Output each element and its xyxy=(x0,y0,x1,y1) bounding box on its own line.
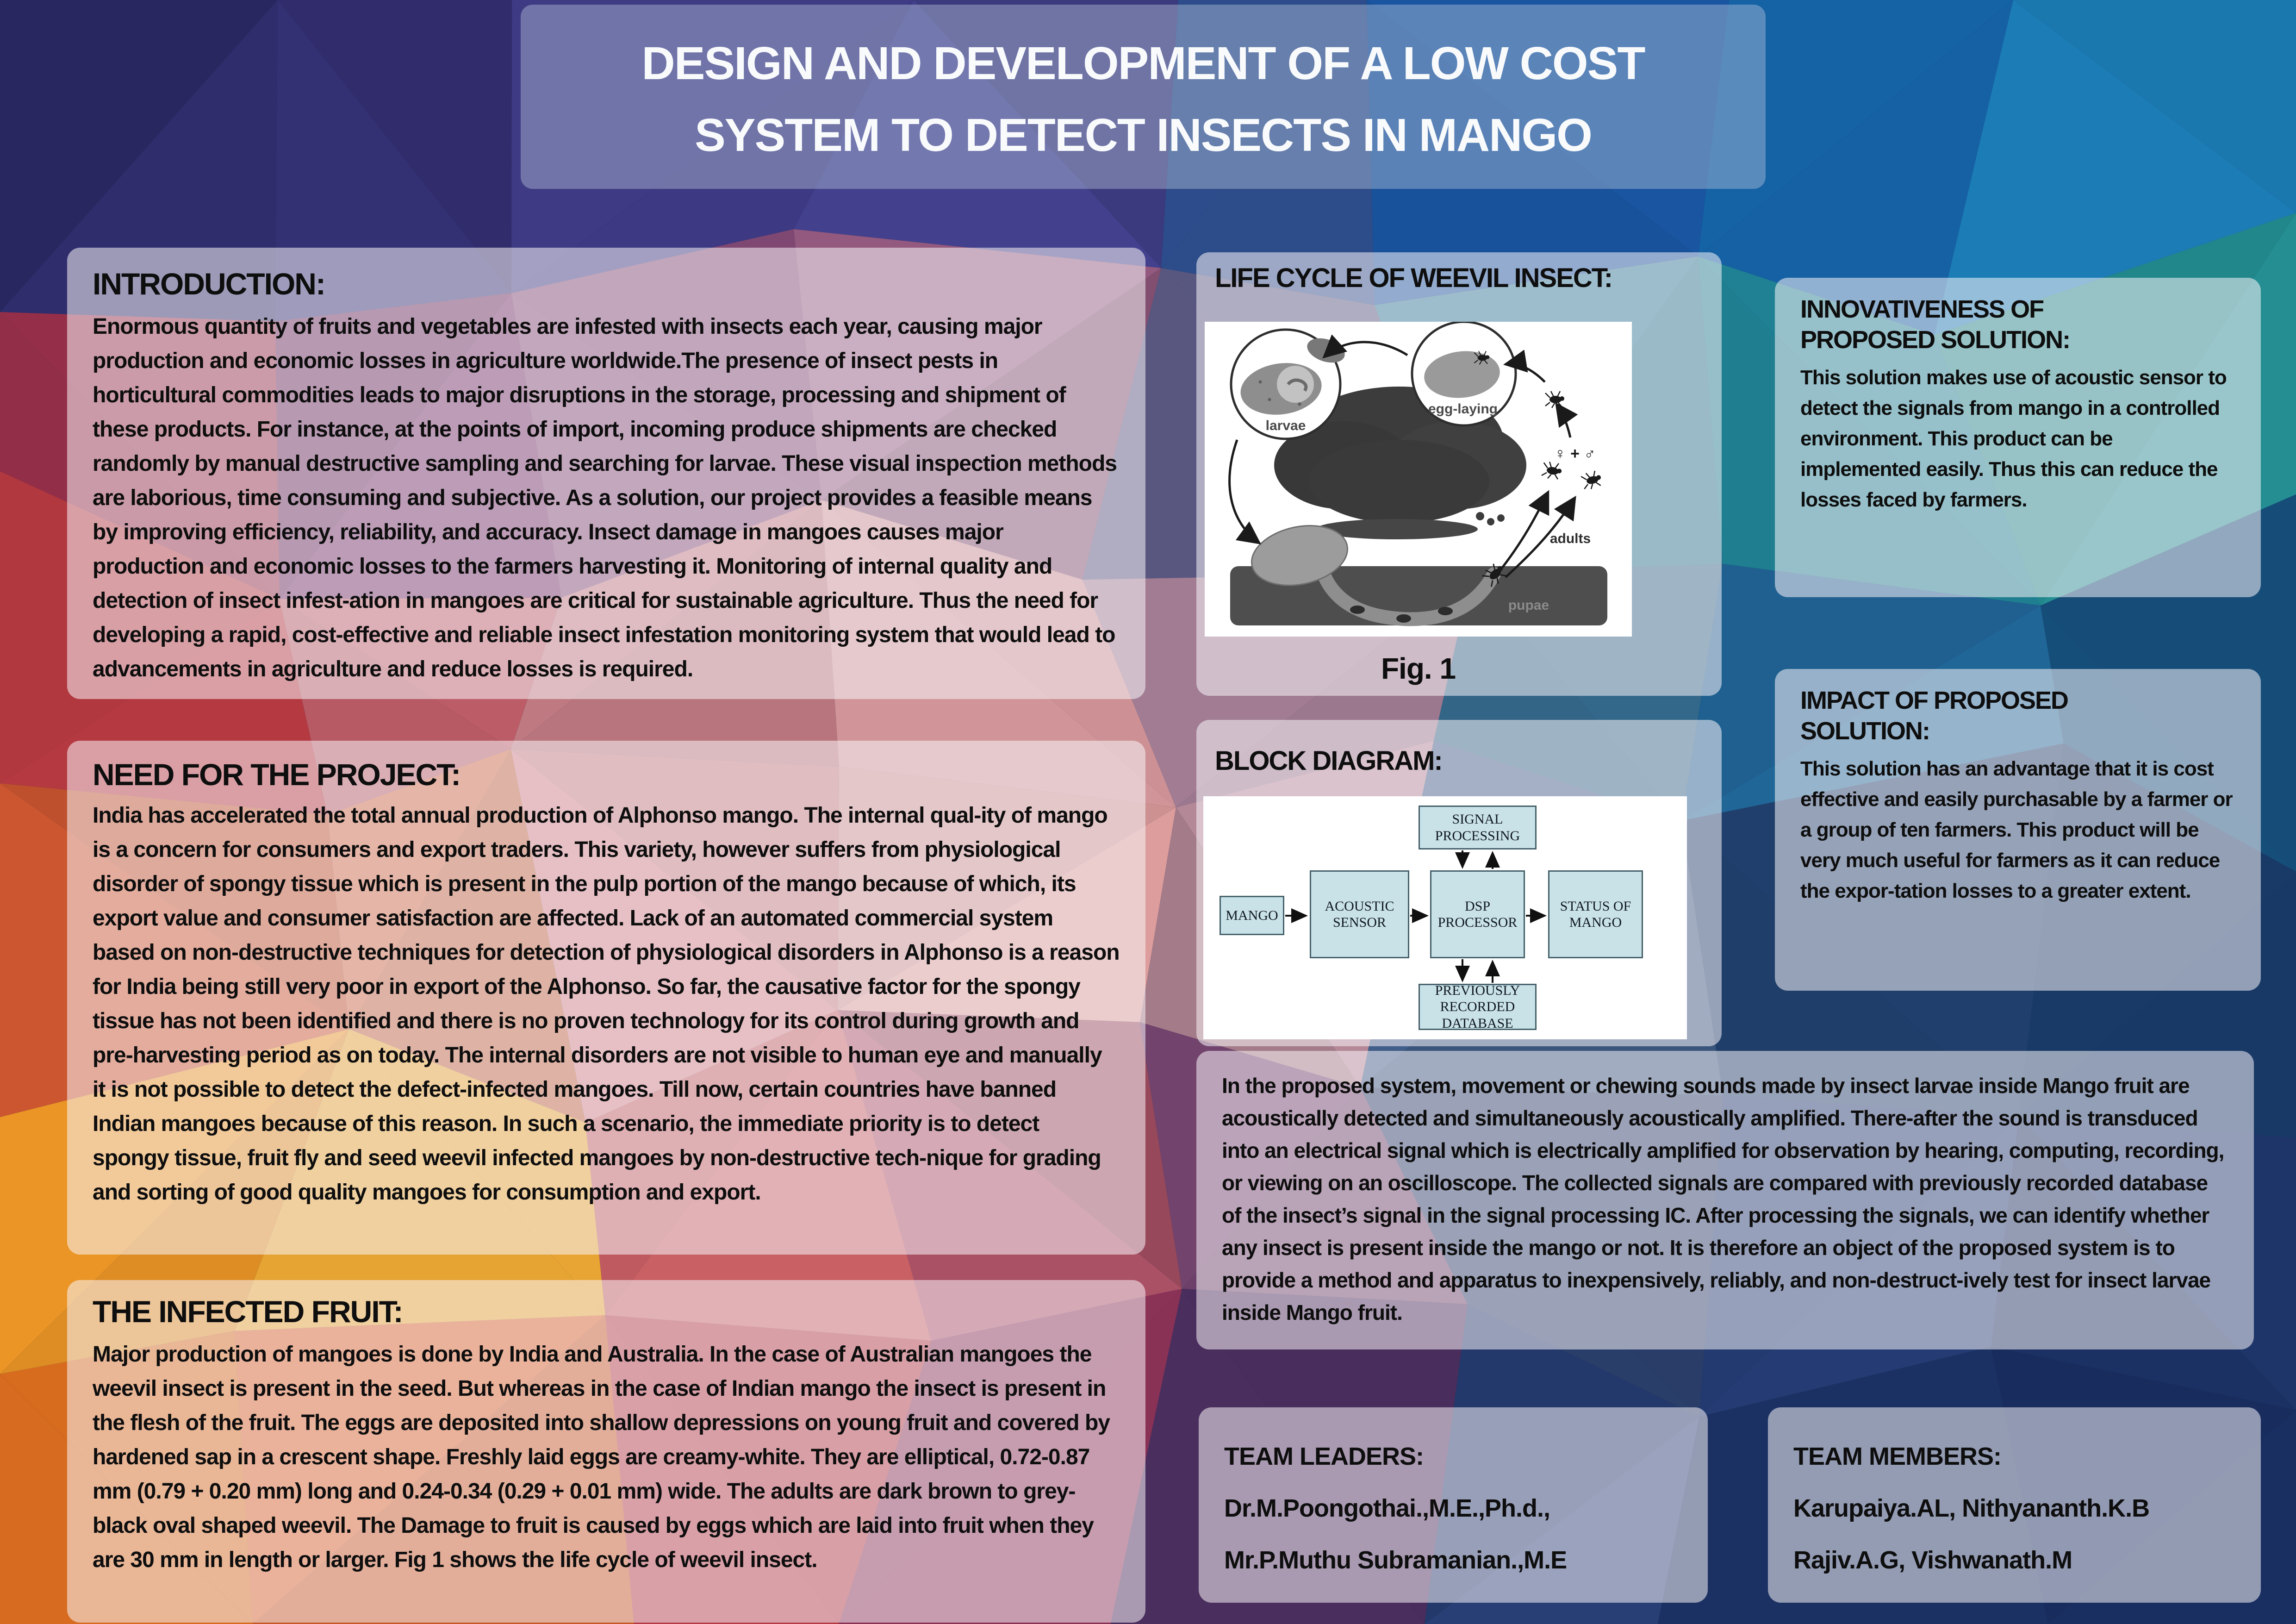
gender-symbols: ♀ + ♂ xyxy=(1554,445,1596,462)
block-box-dsp-processor: DSP PROCESSOR xyxy=(1430,870,1525,958)
innovativeness-section: INNOVATIVENESS OF PROPOSED SOLUTION: Thi… xyxy=(1775,278,2261,597)
team-leader-name-1: Dr.M.Poongothai.,M.E.,Ph.d., xyxy=(1224,1494,1550,1522)
adult-weevils: ♀ + ♂ xyxy=(1540,390,1604,492)
impact-heading-line2: SOLUTION: xyxy=(1800,717,1930,745)
block-box-database: PREVIOUSLY RECORDED DATABASE xyxy=(1419,983,1537,1031)
egg-laying-label: egg-laying xyxy=(1428,401,1498,417)
block-box-signal-processing: SIGNAL PROCESSING xyxy=(1419,806,1537,849)
introduction-body: Enormous quantity of fruits and vegetabl… xyxy=(93,314,1117,681)
impact-heading-line1: IMPACT OF PROPOSED xyxy=(1800,687,2069,714)
title-panel: DESIGN AND DEVELOPMENT OF A LOW COST SYS… xyxy=(521,5,1766,189)
proposed-system-section: In the proposed system, movement or chew… xyxy=(1196,1051,2254,1349)
lifecycle-arrows xyxy=(1228,334,1578,578)
team-member-names-1: Karupaiya.AL, Nithyananth.K.B xyxy=(1793,1494,2150,1522)
block-diagram-canvas: MANGO ACOUSTIC SENSOR DSP PROCESSOR STAT… xyxy=(1203,796,1687,1039)
block-box-acoustic-sensor: ACOUSTIC SENSOR xyxy=(1310,870,1409,958)
weevil-lifecycle-figure: larvae egg-laying ♀ + ♂ xyxy=(1205,322,1632,637)
larvae-label: larvae xyxy=(1266,418,1306,433)
innovativeness-heading: INNOVATIVENESS OF PROPOSED SOLUTION: xyxy=(1800,294,2235,355)
block-box-status-of-mango: STATUS OF MANGO xyxy=(1548,870,1643,958)
block-diagram-section: BLOCK DIAGRAM: MANGO ACOUSTIC SENSOR DSP… xyxy=(1196,720,1722,1046)
team-member-names-2: Rajiv.A.G, Vishwanath.M xyxy=(1793,1546,2072,1574)
impact-heading: IMPACT OF PROPOSED SOLUTION: xyxy=(1800,685,2235,746)
egg-laying-inset: egg-laying xyxy=(1411,322,1517,427)
lifecycle-section: LIFE CYCLE OF WEEVIL INSECT: xyxy=(1196,252,1722,696)
need-for-project-heading: NEED FOR THE PROJECT: xyxy=(93,757,461,792)
block-box-mango: MANGO xyxy=(1220,896,1284,935)
impact-body: This solution has an advantage that it i… xyxy=(1800,757,2233,902)
innovativeness-heading-line2: PROPOSED SOLUTION: xyxy=(1800,326,2071,354)
poster-title-line1: DESIGN AND DEVELOPMENT OF A LOW COST xyxy=(641,37,1646,89)
team-members-section: TEAM MEMBERS: Karupaiya.AL, Nithyananth.… xyxy=(1768,1407,2261,1603)
proposed-system-body: In the proposed system, movement or chew… xyxy=(1222,1074,2224,1324)
infected-fruit-body: Major production of mangoes is done by I… xyxy=(93,1342,1110,1572)
need-for-project-body: India has accelerated the total annual p… xyxy=(93,803,1120,1205)
block-diagram-arrows xyxy=(1285,850,1547,983)
innovativeness-body: This solution makes use of acoustic sens… xyxy=(1800,366,2227,511)
impact-section: IMPACT OF PROPOSED SOLUTION: This soluti… xyxy=(1775,669,2261,991)
adults-label: adults xyxy=(1550,531,1591,546)
poster-title-line2: SYSTEM TO DETECT INSECTS IN MANGO xyxy=(695,109,1593,161)
block-diagram-heading: BLOCK DIAGRAM: xyxy=(1215,746,1443,776)
infected-fruit-section: THE INFECTED FRUIT: Major production of … xyxy=(67,1280,1145,1623)
team-leader-name-2: Mr.P.Muthu Subramanian.,M.E xyxy=(1224,1546,1567,1574)
infected-fruit-heading: THE INFECTED FRUIT: xyxy=(93,1294,404,1329)
need-for-project-section: NEED FOR THE PROJECT: India has accelera… xyxy=(67,741,1145,1255)
lifecycle-heading: LIFE CYCLE OF WEEVIL INSECT: xyxy=(1215,263,1613,293)
innovativeness-heading-line1: INNOVATIVENESS OF xyxy=(1800,295,2044,323)
introduction-section: INTRODUCTION: Enormous quantity of fruit… xyxy=(67,248,1145,699)
pupae-label: pupae xyxy=(1508,598,1549,613)
team-leaders-section: TEAM LEADERS: Dr.M.Poongothai.,M.E.,Ph.d… xyxy=(1199,1407,1708,1603)
team-leaders-heading: TEAM LEADERS: xyxy=(1224,1443,1424,1470)
introduction-heading: INTRODUCTION: xyxy=(93,267,326,301)
figure-caption: Fig. 1 xyxy=(1381,652,1456,685)
team-members-heading: TEAM MEMBERS: xyxy=(1793,1443,2002,1470)
soil-illustration xyxy=(1230,525,1607,626)
